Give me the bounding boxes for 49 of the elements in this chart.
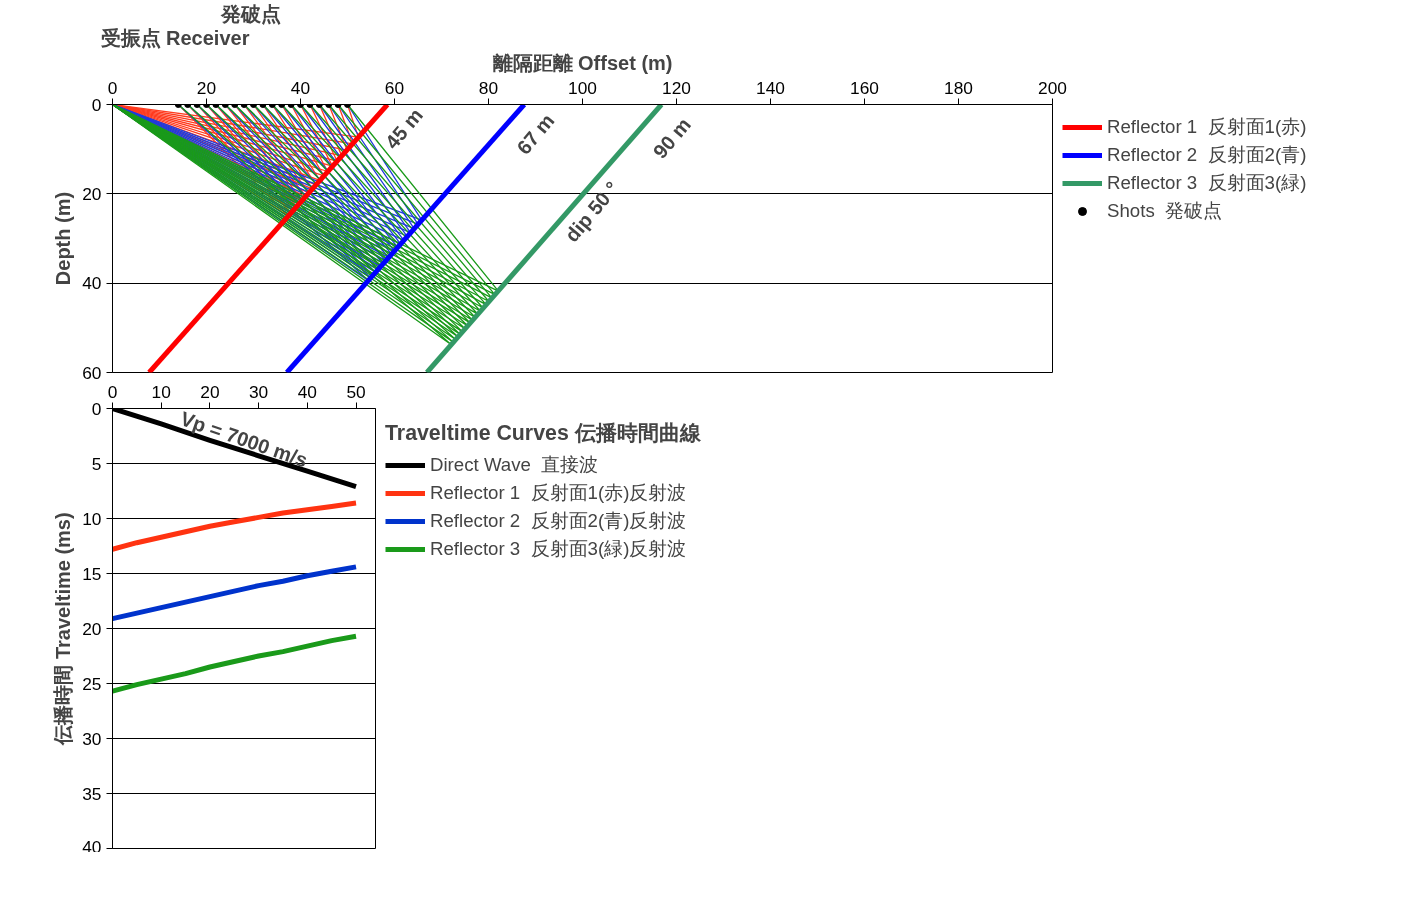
x-tick-label: 20: [200, 381, 220, 402]
y-tick-label: 5: [91, 453, 102, 474]
x-tick-label: 20: [196, 77, 217, 98]
y-tick-label: 15: [82, 563, 102, 584]
x-tick-label: 0: [107, 77, 118, 98]
legend-label: Reflector 1 反射面1(赤)反射波: [430, 481, 687, 505]
x-tick-label: 50: [346, 381, 366, 402]
x-tick-label: 30: [248, 381, 269, 402]
x-tick-label: 40: [297, 381, 317, 402]
y-tick-label: 25: [82, 673, 102, 694]
x-tick-label: 10: [151, 381, 171, 402]
x-axis-title: 離隔距離 Offset (m): [491, 51, 673, 74]
x-tick-label: 160: [850, 77, 879, 98]
x-tick-label: 180: [944, 77, 973, 98]
y-tick-label: 20: [82, 618, 102, 639]
y-tick-label: 20: [82, 183, 102, 204]
legend-label: Reflector 2 反射面2(青)反射波: [430, 509, 687, 533]
y-tick-label: 35: [82, 783, 102, 804]
x-tick-label: 80: [478, 77, 499, 98]
annotation: 67 m: [512, 109, 559, 159]
y-tick-label: 0: [91, 94, 102, 115]
x-tick-label: 200: [1038, 77, 1067, 98]
y-tick-label: 30: [82, 728, 102, 749]
annotation: 45 m: [380, 104, 427, 154]
y-axis-title: 伝播時間 Traveltime (ms): [52, 512, 75, 746]
text: Traveltime Curves 伝播時間曲線: [385, 420, 701, 447]
text: 受振点 Receiver: [100, 26, 250, 49]
annotation: Vp = 7000 m/s: [177, 407, 311, 472]
y-axis-title: Depth (m): [52, 191, 75, 286]
legend-label: Direct Wave 直接波: [430, 453, 599, 477]
x-tick-label: 0: [107, 381, 118, 402]
annotation: 90 m: [648, 113, 695, 163]
x-tick-label: 60: [384, 77, 405, 98]
x-tick-label: 40: [290, 77, 311, 98]
y-tick-label: 60: [82, 362, 102, 383]
x-tick-label: 100: [568, 77, 597, 98]
y-tick-label: 40: [82, 273, 102, 294]
annotation: dip 50 °: [560, 177, 624, 247]
legend-label: Shots 発破点: [1107, 199, 1223, 223]
y-tick-label: 40: [82, 836, 102, 857]
y-tick-label: 0: [91, 398, 102, 419]
legend-label: Reflector 1 反射面1(赤): [1107, 115, 1307, 139]
x-tick-label: 120: [662, 77, 691, 98]
x-tick-label: 140: [756, 77, 785, 98]
y-tick-label: 10: [82, 508, 102, 529]
legend-label: Reflector 3 反射面3(緑): [1107, 171, 1307, 195]
legend-label: Reflector 3 反射面3(緑)反射波: [430, 537, 687, 561]
text: 発破点: [219, 2, 281, 25]
legend-label: Reflector 2 反射面2(青): [1107, 143, 1307, 167]
